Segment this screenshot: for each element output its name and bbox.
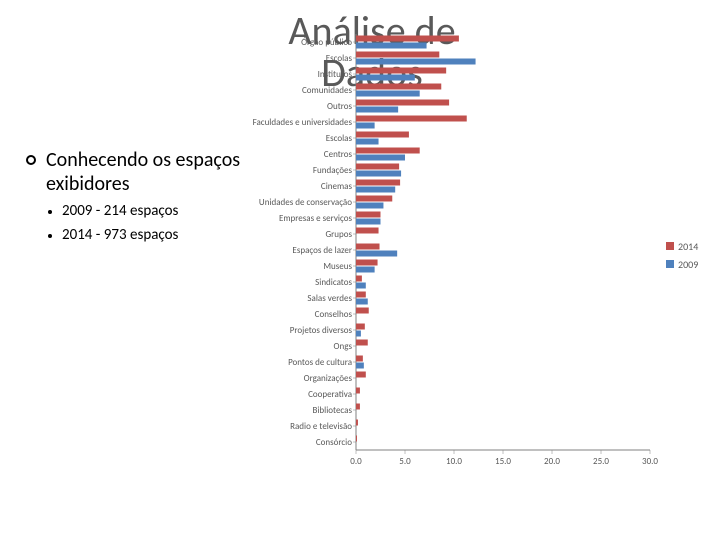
bar-2014 [356,196,392,202]
x-tick-label: 30.0 [642,456,658,467]
x-tick-label: 0.0 [350,456,362,467]
bar-2014 [356,324,365,330]
bar-2014 [356,388,360,394]
bar-2014 [356,244,380,250]
bar-2014 [356,420,358,426]
bar-2014 [356,116,467,122]
category-label: Outros [327,101,352,112]
bar-2014 [356,372,366,378]
category-label: Conselhos [315,309,353,320]
category-label: Ongs [334,341,353,352]
bar-2014 [356,84,441,90]
bullet-dot-icon [48,210,52,214]
category-label: Institutos [318,69,353,80]
bar-2014 [356,292,366,298]
bar-2014 [356,132,409,138]
category-label: Radio e televisão [290,421,352,432]
bar-2014 [356,260,378,266]
body-text: Conhecendo os espaços exibidores 2009 - … [26,148,246,250]
bar-2014 [356,212,381,218]
bullet-dot-icon [48,234,52,238]
bar-2009 [356,363,364,369]
category-label: Comunidades [302,85,353,96]
bar-2009 [356,155,405,161]
category-label: Escolas [326,133,353,144]
category-label: Centros [324,149,353,160]
category-label: Cinemas [321,181,353,192]
bar-2014 [356,436,357,442]
bar-2014 [356,180,400,186]
category-label: Órgão público [301,37,352,48]
bar-2009 [356,43,427,49]
x-tick-label: 20.0 [544,456,560,467]
bar-2014 [356,148,420,154]
bar-2009 [356,59,476,65]
category-label: Bibliotecas [312,405,352,416]
bar-2009 [356,123,375,129]
bar-2009 [356,219,381,225]
bar-2014 [356,36,459,42]
legend-swatch-2009 [666,260,674,268]
bar-2014 [356,308,369,314]
body-lvl0: Conhecendo os espaços exibidores [46,148,246,196]
bar-2009 [356,187,395,193]
category-label: Empresas e serviços [279,213,353,224]
x-tick-label: 10.0 [446,456,462,467]
bar-2014 [356,228,379,234]
legend-label-2009: 2009 [678,258,698,271]
bar-2014 [356,404,360,410]
category-label: Escolas [326,53,353,64]
legend-label-2014: 2014 [678,240,698,253]
category-label: Sindicatos [315,277,352,288]
chart-area: 0.0 5.0 10.0 15.0 20.0 25.0 30.0 Órgão público E… [234,30,714,528]
bar-2009 [356,267,375,273]
category-label: Museus [323,261,352,272]
category-label: Faculdades e universidades [253,117,353,128]
bar-2014 [356,340,368,346]
category-label: Espaços de lazer [292,245,352,256]
bar-2014 [356,52,439,58]
category-label: Consórcio [316,437,352,448]
bar-2009 [356,283,366,289]
bar-2009 [356,251,397,257]
bar-2014 [356,100,449,106]
category-label: Fundações [313,165,353,176]
x-tick-label: 5.0 [399,456,411,467]
bar-2009 [356,203,383,209]
category-label: Pontos de cultura [288,357,352,368]
category-label: Unidades de conservação [259,197,352,208]
bar-2009 [356,91,420,97]
body-lvl1b: 2014 - 973 espaços [62,226,178,244]
bar-2009 [356,171,401,177]
x-tick-label: 25.0 [593,456,609,467]
bar-2009 [356,107,398,113]
bar-2014 [356,68,446,74]
bar-2014 [356,164,399,170]
bar-2014 [356,356,363,362]
bullet-ring-icon [26,155,36,165]
legend-swatch-2014 [666,242,674,250]
category-label: Salas verdes [307,293,352,304]
category-label: Organizações [304,373,353,384]
x-tick-label: 15.0 [495,456,511,467]
bar-2009 [356,75,415,81]
category-label: Projetos diversos [290,325,353,336]
bar-2009 [356,139,379,145]
category-label: Cooperativa [308,389,352,400]
bar-2009 [356,331,361,337]
bar-2014 [356,276,362,282]
category-label: Grupos [325,229,352,240]
body-lvl1a: 2009 - 214 espaços [62,202,178,220]
bar-2009 [356,299,368,305]
